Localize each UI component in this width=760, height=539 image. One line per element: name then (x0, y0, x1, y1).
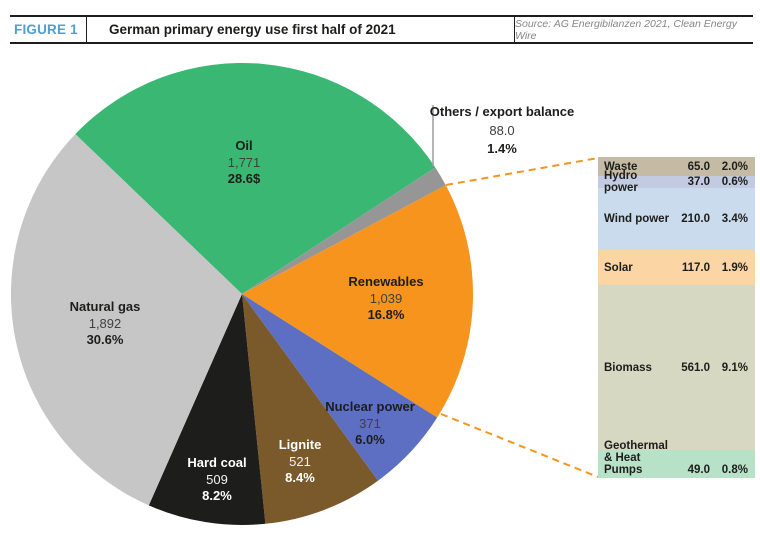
pie-slice-nuclear-power (242, 294, 438, 481)
renewables-connector-top (445, 157, 599, 186)
slice-label-hard-coal: Hard coal 509 8.2% (187, 455, 246, 505)
breakdown-row-solar: Solar 117.0 1.9% (598, 250, 755, 285)
slice-value-nuclear-power: 371 (359, 415, 381, 431)
figure-title: German primary energy use first half of … (87, 17, 515, 42)
breakdown-value-biomass: 561.0 (681, 361, 710, 374)
slice-label-lignite: Lignite 521 8.4% (279, 437, 322, 487)
breakdown-name-wind-power: Wind power (604, 213, 670, 225)
slice-name-renewables: Renewables (348, 274, 424, 289)
slice-label-oil: Oil 1,771 28.6$ (228, 138, 261, 188)
slice-value-renewables: 1,039 (369, 290, 403, 306)
breakdown-percent-waste: 2.0% (721, 160, 748, 173)
pie-slice-natural-gas (10, 134, 243, 506)
breakdown-row-waste: Waste 65.0 2.0% (598, 157, 755, 176)
breakdown-value-wind-power: 210.0 (681, 213, 710, 225)
slice-label-nuclear-power: Nuclear power 371 6.0% (325, 399, 415, 449)
slice-name-nuclear-power: Nuclear power (325, 399, 415, 414)
slice-value-lignite: 521 (289, 453, 311, 469)
renewables-connector-bottom (440, 413, 599, 478)
figure-header: FIGURE 1 German primary energy use first… (10, 15, 753, 44)
pie-slice-lignite (242, 294, 379, 524)
slice-value-hard-coal: 509 (206, 471, 228, 487)
figure-label: FIGURE 1 (10, 17, 87, 42)
slice-value-others-export-balance: 88.0 (489, 122, 515, 138)
breakdown-percent-biomass: 9.1% (721, 361, 748, 374)
pie-slice-hard-coal (148, 294, 266, 525)
breakdown-value-geothermal-heat-pumps: 49.0 (687, 464, 710, 476)
slice-name-hard-coal: Hard coal (187, 455, 247, 470)
slice-name-lignite: Lignite (278, 437, 322, 452)
slice-value-natural-gas: 1,892 (88, 315, 122, 331)
breakdown-row-wind-power: Wind power 210.0 3.4% (598, 188, 755, 250)
breakdown-name-solar: Solar (604, 261, 633, 274)
breakdown-value-waste: 65.0 (687, 160, 710, 173)
breakdown-value-solar: 117.0 (681, 261, 710, 274)
breakdown-name-geothermal-heat-pumps: Geothermal & Heat Pumps (604, 440, 668, 476)
slice-name-natural-gas: Natural gas (69, 299, 141, 314)
breakdown-name-hydro-power: Hydro power (604, 170, 638, 194)
breakdown-row-geothermal-heat-pumps: Geothermal & Heat Pumps 49.0 0.8% (598, 440, 755, 478)
slice-label-natural-gas: Natural gas 1,892 30.6% (70, 299, 141, 349)
slice-label-others-export-balance: Others / export balance 88.0 1.4% (430, 103, 575, 159)
slice-value-oil: 1,771 (227, 154, 261, 170)
breakdown-name-waste: Waste (604, 160, 638, 173)
slice-name-oil: Oil (235, 138, 253, 153)
pie-slice-others-export-balance (242, 167, 446, 294)
breakdown-percent-solar: 1.9% (721, 261, 748, 274)
slice-percent-lignite: 8.4% (285, 470, 315, 485)
breakdown-percent-hydro-power: 0.6% (721, 176, 748, 188)
figure-source: Source: AG Energibilanzen 2021, Clean En… (515, 17, 737, 42)
slice-percent-natural-gas: 30.6% (86, 332, 124, 347)
pie-slice-renewables (242, 185, 474, 418)
breakdown-percent-geothermal-heat-pumps: 0.8% (721, 464, 748, 476)
slice-percent-others-export-balance: 1.4% (487, 141, 517, 156)
pie-slice-oil (75, 62, 436, 294)
breakdown-value-hydro-power: 37.0 (687, 176, 710, 188)
renewables-breakdown-table: Waste 65.0 2.0% Hydro power 37.0 0.6% Wind pow… (598, 157, 755, 478)
slice-percent-hard-coal: 8.2% (202, 488, 232, 503)
breakdown-percent-wind-power: 3.4% (721, 213, 748, 225)
breakdown-row-biomass: Biomass 561.0 9.1% (598, 285, 755, 450)
slice-percent-renewables: 16.8% (367, 307, 405, 322)
slice-percent-oil: 28.6$ (227, 171, 261, 186)
slice-name-others-export-balance: Others / export balance (429, 104, 575, 119)
slice-label-renewables: Renewables 1,039 16.8% (348, 274, 423, 324)
slice-percent-nuclear-power: 6.0% (355, 432, 385, 447)
breakdown-row-hydro-power: Hydro power 37.0 0.6% (598, 170, 755, 194)
breakdown-name-biomass: Biomass (604, 361, 652, 374)
